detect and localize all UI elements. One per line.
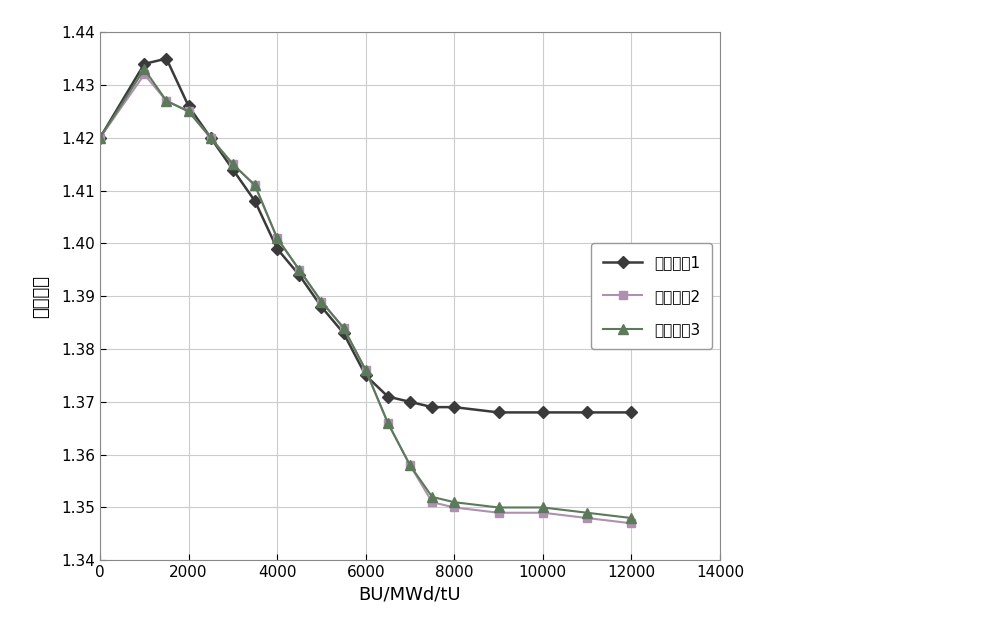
组件分区3 xyxy=(293,266,305,274)
组件分区2 xyxy=(271,234,283,242)
组件分区1 xyxy=(249,197,261,205)
X-axis label: BU/MWd/tU: BU/MWd/tU xyxy=(359,585,461,603)
组件分区1 xyxy=(138,60,150,68)
组件分区3 xyxy=(360,366,372,374)
组件分区2 xyxy=(249,182,261,189)
组件分区2 xyxy=(94,134,106,142)
组件分区2 xyxy=(625,520,637,527)
组件分区3 xyxy=(382,419,394,427)
组件分区1 xyxy=(426,403,438,411)
组件分区2 xyxy=(382,419,394,427)
组件分区1 xyxy=(183,102,195,110)
组件分区1 xyxy=(537,408,549,416)
组件分区3 xyxy=(448,498,460,506)
组件分区3 xyxy=(138,65,150,73)
组件分区3 xyxy=(426,493,438,501)
组件分区1 xyxy=(94,134,106,142)
组件分区3 xyxy=(625,514,637,522)
组件分区1 xyxy=(581,408,593,416)
组件分区3 xyxy=(581,509,593,516)
组件分区2 xyxy=(426,498,438,506)
组件分区1 xyxy=(315,303,327,310)
组件分区1 xyxy=(227,166,239,173)
组件分区2 xyxy=(360,366,372,374)
组件分区2 xyxy=(227,160,239,168)
组件分区2 xyxy=(448,504,460,511)
组件分区2 xyxy=(293,266,305,274)
组件分区3 xyxy=(315,298,327,305)
组件分区2 xyxy=(160,97,172,105)
组件分区1 xyxy=(293,271,305,279)
组件分区1 xyxy=(205,134,217,142)
组件分区2 xyxy=(537,509,549,516)
组件分区3 xyxy=(271,234,283,242)
组件分区3 xyxy=(537,504,549,511)
组件分区2 xyxy=(138,71,150,79)
组件分区2 xyxy=(404,461,416,469)
组件分区1 xyxy=(338,329,350,337)
组件分区3 xyxy=(493,504,505,511)
组件分区1 xyxy=(493,408,505,416)
组件分区2 xyxy=(205,134,217,142)
组件分区1 xyxy=(404,398,416,406)
Legend: 组件分区1, 组件分区2, 组件分区3: 组件分区1, 组件分区2, 组件分区3 xyxy=(591,243,712,349)
组件分区1 xyxy=(382,393,394,401)
组件分区3 xyxy=(94,134,106,142)
Line: 组件分区3: 组件分区3 xyxy=(95,64,636,523)
组件分区2 xyxy=(338,324,350,332)
组件分区1 xyxy=(448,403,460,411)
组件分区3 xyxy=(249,182,261,189)
组件分区3 xyxy=(227,160,239,168)
Line: 组件分区1: 组件分区1 xyxy=(96,55,636,417)
组件分区3 xyxy=(205,134,217,142)
组件分区1 xyxy=(625,408,637,416)
组件分区3 xyxy=(338,324,350,332)
组件分区3 xyxy=(160,97,172,105)
组件分区1 xyxy=(271,245,283,252)
组件分区1 xyxy=(360,372,372,379)
Line: 组件分区2: 组件分区2 xyxy=(96,70,636,527)
组件分区3 xyxy=(183,108,195,115)
组件分区2 xyxy=(493,509,505,516)
组件分区2 xyxy=(315,298,327,305)
组件分区2 xyxy=(581,514,593,522)
组件分区2 xyxy=(183,108,195,115)
Y-axis label: 焉升因子: 焉升因子 xyxy=(32,275,50,317)
组件分区3 xyxy=(404,461,416,469)
组件分区1 xyxy=(160,55,172,62)
